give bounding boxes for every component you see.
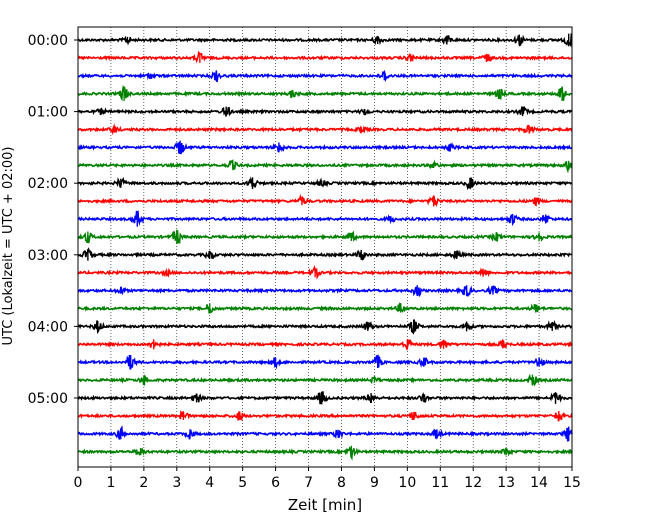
trace-01:00: [77, 106, 573, 118]
x-tick-label: 0: [74, 475, 83, 491]
x-tick-label: 11: [431, 475, 449, 491]
x-tick-label: 5: [238, 475, 247, 491]
trace-line: [77, 209, 573, 227]
y-tick-label: 01:00: [28, 105, 68, 121]
x-axis-label: Zeit [min]: [288, 496, 362, 514]
trace-line: [77, 158, 573, 174]
trace-line: [77, 319, 573, 335]
y-tick-label: 00:00: [28, 33, 68, 49]
trace-04:15: [77, 338, 573, 351]
x-tick-label: 15: [563, 475, 581, 491]
trace-line: [77, 446, 573, 461]
trace-line: [77, 230, 573, 245]
trace-03:15: [77, 264, 573, 280]
trace-04:30: [77, 354, 573, 370]
trace-04:00: [77, 319, 573, 335]
trace-line: [77, 123, 573, 136]
trace-line: [77, 302, 572, 314]
x-tick-label: 8: [337, 475, 346, 491]
x-tick-label: 9: [370, 475, 379, 491]
trace-line: [77, 285, 573, 298]
trace-02:45: [77, 229, 573, 245]
x-tick-label: 6: [271, 475, 280, 491]
x-tick-label: 4: [205, 475, 214, 491]
trace-line: [77, 247, 573, 261]
trace-line: [77, 69, 573, 83]
trace-line: [77, 141, 573, 155]
trace-line: [77, 264, 573, 280]
trace-03:00: [77, 247, 573, 261]
trace-02:30: [77, 209, 573, 227]
trace-05:30: [77, 425, 573, 442]
trace-00:15: [77, 50, 573, 64]
x-tick-label: 12: [464, 475, 482, 491]
y-tick-label: 03:00: [28, 248, 68, 264]
x-tick-label: 13: [497, 475, 515, 491]
trace-line: [77, 193, 573, 207]
trace-line: [77, 176, 573, 191]
x-axis-ticks: 0 1 2 3 4 5 6 7 8 9 10 11 12 13 14 15: [74, 467, 581, 491]
trace-line: [77, 354, 573, 370]
trace-02:00: [77, 176, 573, 191]
trace-line: [77, 373, 573, 387]
trace-00:45: [77, 84, 573, 102]
trace-05:00: [77, 391, 573, 405]
trace-line: [78, 409, 573, 422]
trace-line: [77, 338, 573, 351]
x-tick-label: 3: [172, 475, 181, 491]
y-axis-label: UTC (Lokalzeit = UTC + 02:00): [1, 147, 16, 346]
trace-00:30: [77, 69, 573, 83]
x-tick-label: 7: [304, 475, 313, 491]
x-tick-label: 2: [139, 475, 148, 491]
trace-group: [77, 32, 573, 461]
trace-00:00: [77, 32, 573, 48]
trace-line: [77, 106, 573, 118]
x-tick-label: 10: [398, 475, 416, 491]
x-tick-label: 1: [106, 475, 115, 491]
trace-line: [77, 84, 573, 102]
y-tick-label: 02:00: [28, 176, 68, 192]
trace-line: [77, 50, 573, 64]
y-axis-ticks: 00:00 01:00 02:00 03:00 04:00 05:00: [28, 33, 78, 407]
grid-lines: [110, 27, 540, 467]
trace-line: [77, 32, 573, 48]
trace-line: [77, 391, 573, 405]
trace-line: [77, 425, 573, 442]
trace-04:45: [77, 373, 573, 387]
plot-frame: [77, 26, 573, 468]
trace-01:15: [77, 123, 573, 136]
trace-01:30: [77, 140, 573, 155]
trace-05:15: [78, 409, 573, 422]
trace-03:45: [77, 302, 572, 314]
y-tick-label: 04:00: [28, 319, 68, 335]
trace-05:45: [77, 445, 573, 461]
x-tick-label: 14: [530, 475, 548, 491]
trace-01:45: [77, 158, 573, 174]
trace-02:15: [77, 193, 573, 207]
y-tick-label: 05:00: [28, 391, 68, 407]
trace-03:30: [77, 285, 573, 298]
